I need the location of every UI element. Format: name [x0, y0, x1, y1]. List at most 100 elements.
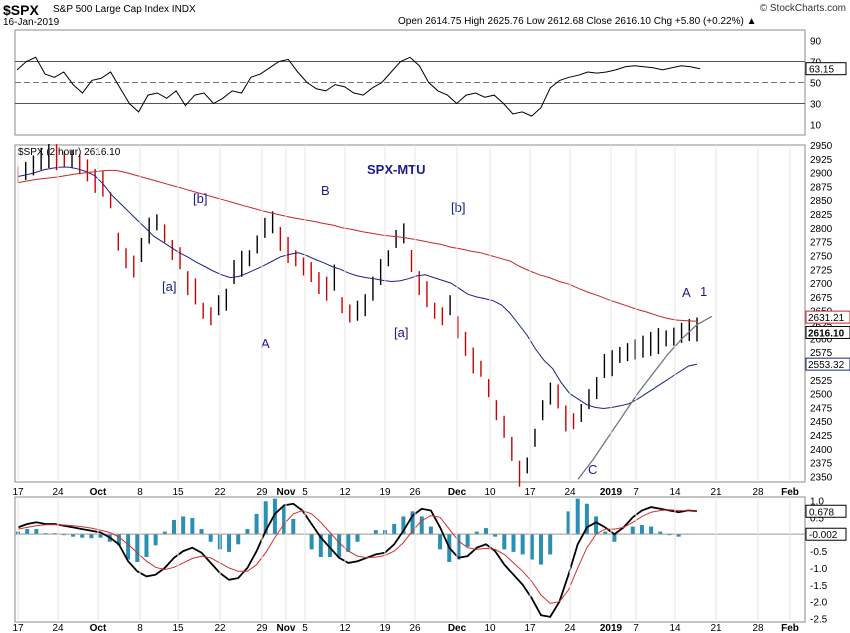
price-value-box — [805, 310, 850, 324]
x-tick-label-bottom: 21 — [710, 623, 722, 633]
price-tick-label: 2700 — [810, 279, 833, 290]
x-tick-label-bottom: 12 — [339, 623, 351, 633]
x-tick-label: 10 — [484, 487, 496, 498]
price-value-label: 2553.32 — [808, 360, 845, 371]
x-tick-label: 28 — [752, 487, 764, 498]
price-tick-label: 2475 — [810, 403, 833, 414]
price-tick-label: 2925 — [810, 155, 833, 166]
price-tick-label: 2525 — [810, 376, 833, 387]
price-tick-label: 2950 — [810, 141, 833, 152]
price-value-label: 2616.10 — [808, 328, 845, 339]
price-value-box — [805, 357, 850, 371]
x-tick-label: 17 — [524, 487, 536, 498]
x-tick-label-bottom: 24 — [564, 623, 576, 633]
price-tick-label: 2800 — [810, 224, 833, 235]
wave-label: [b] — [193, 191, 207, 206]
ma-50-line — [17, 166, 698, 410]
x-tick-label: 24 — [564, 487, 576, 498]
x-tick-label-bottom: 28 — [752, 623, 764, 633]
macd-tick-label: -2.5 — [810, 615, 828, 626]
x-tick-label-bottom: 17 — [524, 623, 536, 633]
price-tick-label: 2500 — [810, 390, 833, 401]
x-tick-label-bottom: 15 — [172, 623, 184, 633]
price-tick-label: 2675 — [810, 293, 833, 304]
wave-label: [a] — [394, 325, 408, 340]
macd-tick-label: -1.0 — [810, 564, 828, 575]
ticker-description: S&P 500 Large Cap Index INDX — [53, 4, 196, 15]
x-tick-label: 2019 — [600, 487, 623, 498]
rsi-tick-label: 50 — [810, 79, 822, 90]
x-tick-label-bottom: 8 — [137, 623, 143, 633]
price-tick-label: 2425 — [810, 431, 833, 442]
macd-tick-label: -2.0 — [810, 598, 828, 609]
chart-date: 16-Jan-2019 — [3, 17, 60, 28]
x-axis: 17172424OctOct88151522222929NovNov551212… — [12, 145, 799, 633]
x-tick-label: 21 — [710, 487, 722, 498]
x-tick-label-bottom: 2019 — [600, 623, 623, 633]
ticker-symbol: $SPX — [3, 2, 39, 18]
price-panel: 2350237524002425245024752500252525502575… — [17, 141, 850, 487]
x-tick-label-bottom: 24 — [52, 623, 64, 633]
price-tick-label: 2725 — [810, 265, 833, 276]
macd-value-label: -0.002 — [809, 530, 838, 541]
macd-tick-label: 0.5 — [810, 513, 824, 524]
macd-line — [17, 502, 698, 618]
price-frame — [14, 144, 806, 483]
rsi-value-box — [805, 62, 847, 76]
rsi-tick-label: 90 — [810, 37, 822, 48]
macd-tick-label: 1.0 — [810, 496, 824, 507]
x-tick-label: 22 — [214, 487, 226, 498]
x-tick-label: 14 — [669, 487, 681, 498]
x-tick-label: 26 — [409, 487, 421, 498]
x-tick-label-bottom: 29 — [256, 623, 268, 633]
x-tick-label: 8 — [137, 487, 143, 498]
x-tick-label-bottom: 17 — [12, 623, 24, 633]
rsi-tick-label: 30 — [810, 100, 822, 111]
wave-label: [a] — [162, 279, 176, 294]
x-tick-label-bottom: 10 — [484, 623, 496, 633]
x-tick-label-bottom: Dec — [448, 623, 467, 633]
macd-tick-label: -1.5 — [810, 581, 828, 592]
x-tick-label: Oct — [90, 487, 107, 498]
rsi-tick-label: 10 — [810, 121, 822, 132]
x-tick-label: 29 — [256, 487, 268, 498]
rsi-panel: 103050709063.15 — [15, 37, 847, 132]
wave-label: B — [321, 183, 330, 198]
wave-label: [b] — [451, 200, 465, 215]
price-title: $SPX (2 hour) 2616.10 — [18, 147, 121, 158]
price-tick-label: 2400 — [810, 445, 833, 456]
x-tick-label: 17 — [12, 487, 24, 498]
annotation-spx-mtu: SPX-MTU — [367, 162, 426, 177]
x-tick-label-bottom: 26 — [409, 623, 421, 633]
x-tick-label: Nov — [277, 487, 296, 498]
wave-label: A — [682, 285, 691, 300]
price-tick-label: 2825 — [810, 210, 833, 221]
macd-value-box — [805, 504, 847, 518]
ma-200-line — [17, 169, 698, 322]
price-tick-label: 2450 — [810, 417, 833, 428]
price-value-label: 2631.21 — [808, 313, 845, 324]
macd-panel: -2.5-2.0-1.5-1.0-0.50.00.51.00.678-0.002 — [15, 496, 847, 626]
rsi-line — [16, 56, 701, 117]
x-tick-label-bottom: 14 — [669, 623, 681, 633]
x-tick-label: 5 — [302, 487, 308, 498]
macd-frame — [14, 496, 806, 623]
wave-label: A — [261, 336, 270, 351]
price-tick-label: 2850 — [810, 196, 833, 207]
x-tick-label-bottom: Nov — [277, 623, 296, 633]
x-tick-label-bottom: 5 — [302, 623, 308, 633]
x-tick-label: 24 — [52, 487, 64, 498]
brand-credit: © StockCharts.com — [759, 3, 846, 14]
x-tick-label: 19 — [379, 487, 391, 498]
macd-tick-label: -0.5 — [810, 547, 828, 558]
rsi-value-label: 63.15 — [809, 65, 834, 76]
price-value-box — [805, 325, 850, 339]
x-tick-label-bottom: 19 — [379, 623, 391, 633]
trend-line — [577, 315, 713, 480]
x-tick-label: Dec — [448, 487, 467, 498]
price-tick-label: 2375 — [810, 459, 833, 470]
price-tick-label: 2875 — [810, 182, 833, 193]
macd-value-box — [805, 527, 847, 541]
price-tick-label: 2600 — [810, 334, 833, 345]
